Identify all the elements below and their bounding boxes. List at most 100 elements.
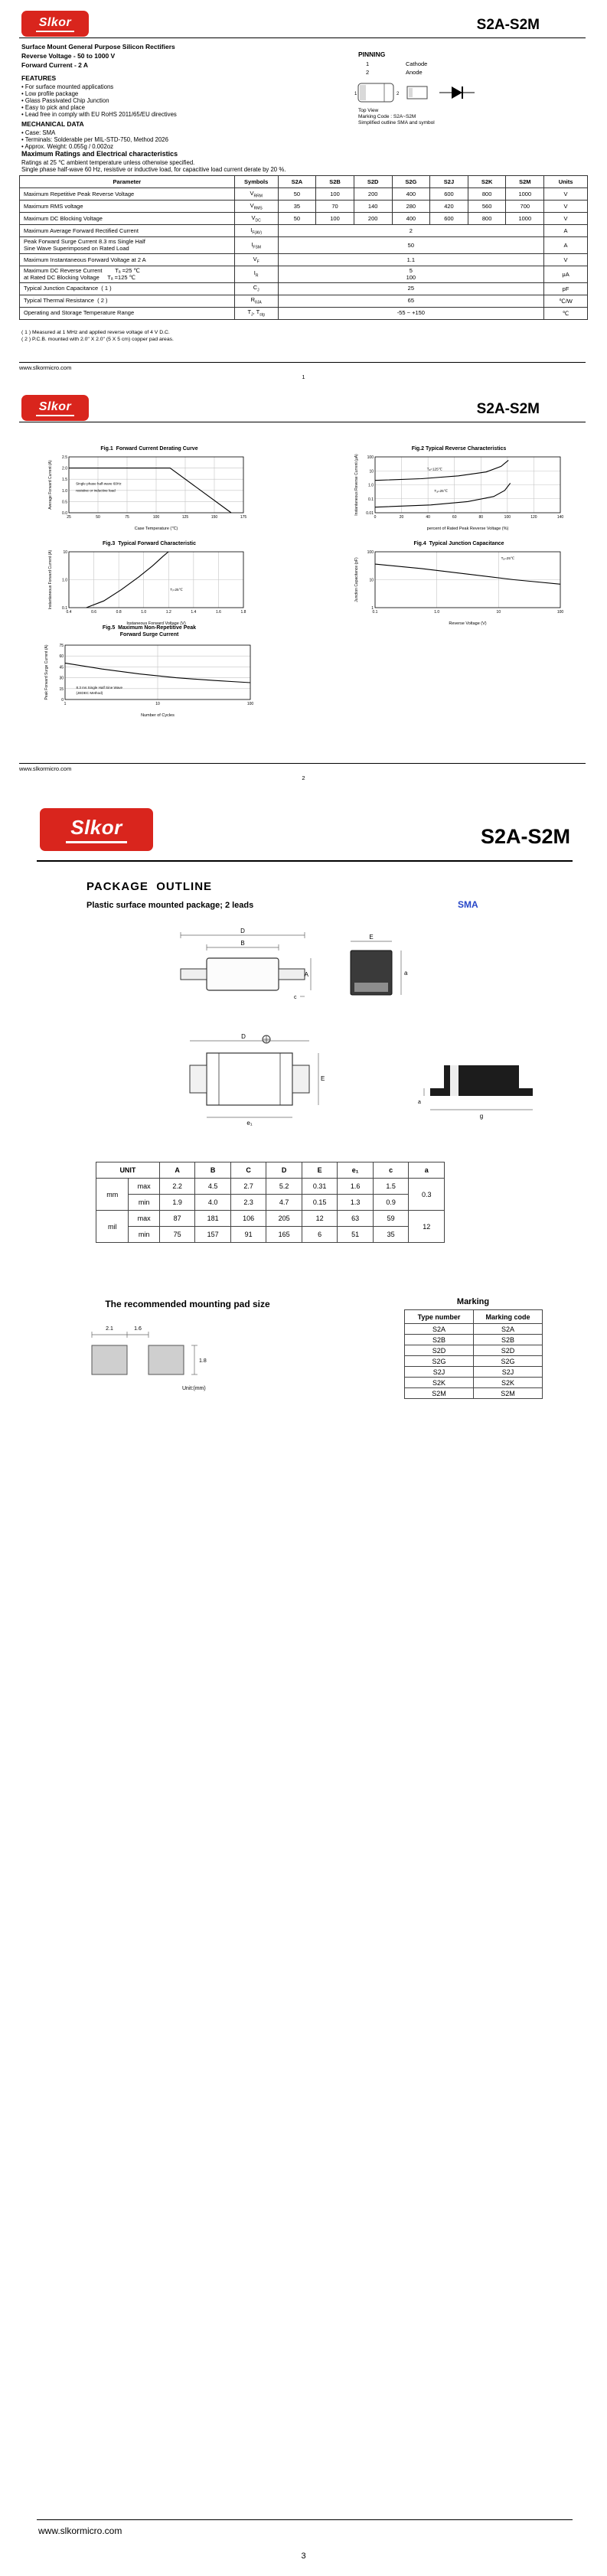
marking-row: S2G S2G [404, 1355, 543, 1367]
dims-value-cell: 12 [301, 1210, 338, 1227]
doc-title: S2A-S2M [476, 401, 540, 417]
ratings-value: 200 [353, 187, 393, 201]
marking-title: Marking [456, 1297, 490, 1306]
chart-y-tick: 1.0 [62, 579, 67, 583]
package-end-view: E a [350, 934, 408, 996]
ratings-symbol: IF(AV) [233, 224, 279, 237]
chart-y-tick: 45 [59, 665, 64, 670]
mechanical-item: • Terminals: Solderable per MIL-STD-750,… [21, 136, 168, 143]
chart-x-tick: 1 [64, 702, 67, 706]
marking-cell: S2J [473, 1366, 543, 1378]
ratings-row: Typical Junction Capacitance ( 1 ) CJ 25 pF [19, 282, 588, 295]
dims-value-cell: 12 [408, 1210, 445, 1243]
dims-value-cell: 106 [230, 1210, 267, 1227]
ratings-unit: A [543, 224, 588, 237]
sma-outline [357, 83, 394, 103]
ratings-symbol: VRRM [233, 187, 279, 201]
chart-annotation: 8.3 ms Single Half Sine Wave [77, 686, 123, 690]
mounting-pad-title: The recommended mounting pad size [105, 1299, 270, 1309]
dims-row: mil max 87 181 106 205 12 63 59 12 [95, 1210, 445, 1243]
ratings-header-row: Parameter Symbols S2A S2B S2D S2G S2J S2K S2M Uni… [19, 175, 588, 188]
brand-logo-text: Slkor [66, 816, 127, 843]
ratings-value: 700 [505, 200, 545, 213]
ratings-parameter: Maximum Repetitive Peak Reverse Voltage [19, 187, 235, 201]
doc-title: S2A-S2M [476, 17, 540, 33]
dim-label-E: E [369, 934, 373, 941]
chart-curve [374, 459, 509, 481]
ratings-value-merged: 50 [277, 236, 545, 254]
dims-value-cell: 87 [158, 1210, 196, 1227]
footer-rule [37, 2519, 573, 2520]
chart-y-label: Instantaneous Reverse Current (μA) [354, 454, 359, 516]
package-plan-view: D E e₁ [189, 1033, 325, 1127]
diagram-caption: Top View [358, 108, 379, 113]
ratings-value: 1000 [505, 187, 545, 201]
ratings-header-cell: Parameter [19, 175, 235, 188]
ratings-parameter: Peak Forward Surge Current 8.3 ms Single… [19, 236, 235, 254]
ratings-symbol: CJ [233, 282, 279, 295]
ratings-value: 400 [391, 212, 431, 225]
brand-logo: Slkor [40, 808, 153, 851]
ratings-value: 50 [277, 212, 317, 225]
chart-y-tick: 75 [59, 644, 64, 648]
chart-y-tick: 100 [367, 455, 374, 460]
ratings-value: 600 [429, 187, 468, 201]
ratings-value: 800 [467, 212, 507, 225]
package-name: SMA [458, 899, 478, 910]
marking-table: Type number Marking code S2A S2A S2B S2B S2D S2… [404, 1309, 543, 1399]
chart-y-tick: 0.1 [62, 606, 67, 611]
chart-x-label: percent of Rated Peak Reverse Voltage (%… [427, 527, 509, 531]
ratings-value: 560 [467, 200, 507, 213]
fig5-title-line2: Forward Surge Current [119, 632, 179, 637]
marking-cell: S2K [473, 1377, 543, 1388]
pin-number: 2 [366, 69, 370, 76]
footnote: ( 2 ) P.C.B. mounted with 2.0" X 2.0" (5… [21, 337, 174, 342]
fig3-title: Fig.3 Typical Forward Characteristic [102, 541, 197, 546]
ratings-symbol: IR [233, 265, 279, 283]
footer-site: www.slkormicro.com [19, 765, 72, 772]
ratings-unit: ℃ [543, 306, 588, 320]
ratings-row: Typical Thermal Resistance ( 2 ) RθJA 65 ℃/… [19, 294, 588, 308]
chart-x-label: Case Temperature (℃) [135, 526, 178, 531]
dims-value-cell: 59 [372, 1210, 410, 1227]
brand-logo: Slkor [21, 395, 89, 421]
dims-value-cell: 91 [230, 1226, 267, 1243]
dims-row: min 75 157 91 165 6 51 35 [96, 1226, 445, 1243]
ratings-header-cell: S2M [505, 175, 545, 188]
chart-canvas: 0.4 0.6 0.8 1.0 1.2 1.4 1.6 1.8 10 1.0 0.1 Tⱼ=25℃ In… [48, 550, 246, 626]
footnote: ( 1 ) Measured at 1 MHz and applied reve… [21, 330, 170, 335]
dim-label-a: a [404, 970, 408, 977]
ratings-value: 400 [391, 187, 431, 201]
ratings-value: 600 [429, 212, 468, 225]
dims-value-cell: 0.3 [408, 1178, 445, 1211]
chart-x-tick: 150 [211, 515, 218, 520]
mounting-pad-drawing: 2.1 1.6 1.8 Unit:(mm) [91, 1326, 207, 1391]
chart-x-tick: 0 [374, 515, 377, 520]
ratings-unit: A [543, 236, 588, 254]
ratings-symbol: VF [233, 253, 279, 266]
chart-x-tick: 0.8 [116, 610, 122, 615]
fig5-chart: 1 10 100 75 60 45 30 15 0 8.3 ms Single Half Sine… [42, 641, 258, 718]
chart-x-tick: 1.0 [434, 610, 439, 615]
ratings-parameter: Maximum Average Forward Rectified Curren… [19, 224, 235, 237]
dims-value-cell: 181 [194, 1210, 231, 1227]
marking-row: S2B S2B [404, 1334, 543, 1345]
chart-x-tick: 1.2 [166, 610, 171, 615]
chart-x-tick: 1.4 [191, 610, 196, 615]
ratings-header-cell: S2K [467, 175, 507, 188]
dim-label-A: A [305, 971, 309, 978]
ratings-header-cell: S2B [315, 175, 354, 188]
ratings-value: 100 [315, 212, 354, 225]
chart-y-tick: 1.5 [62, 478, 67, 482]
dims-kind-cell: min [128, 1226, 160, 1243]
ratings-value: 1000 [505, 212, 545, 225]
dims-value-cell: 0.15 [301, 1194, 338, 1211]
ratings-row: Maximum Instantaneous Forward Voltage at… [19, 253, 588, 266]
dims-value-cell: 1.9 [158, 1194, 196, 1211]
ratings-value: 50 [277, 187, 317, 201]
ratings-row: Operating and Storage Temperature Range T… [19, 306, 588, 320]
chart-frame [374, 551, 561, 608]
chart-x-tick: 100 [247, 702, 254, 706]
pin-number: 1 [366, 60, 370, 67]
page-number: 3 [301, 2552, 306, 2561]
